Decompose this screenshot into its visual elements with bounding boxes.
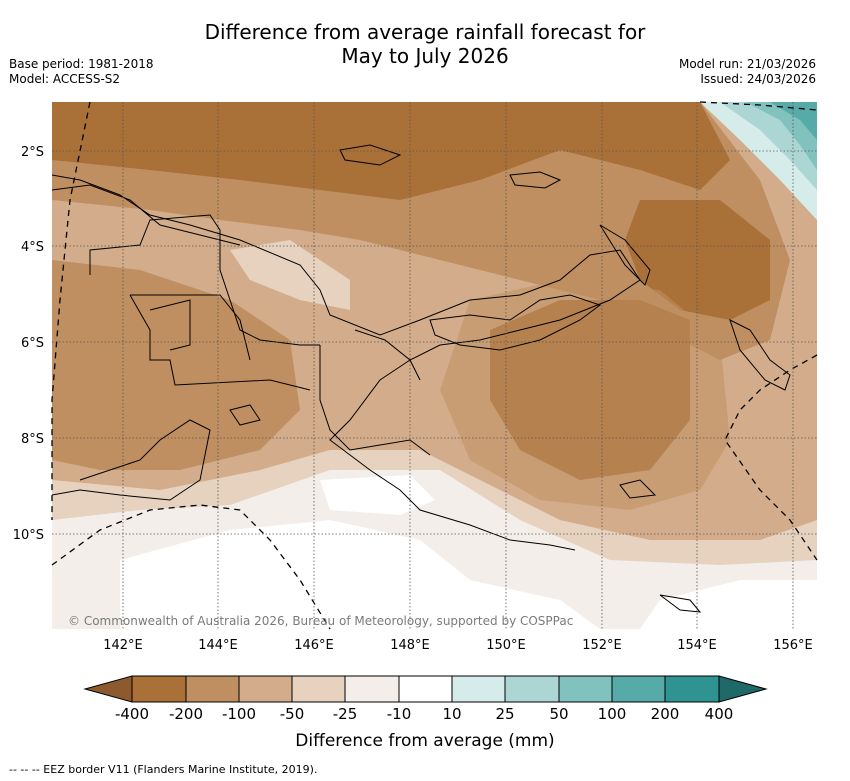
model-info: Base period: 1981-2018 Model: ACCESS-S2 xyxy=(9,57,154,87)
colorbar-swatch xyxy=(185,675,240,703)
graticule xyxy=(52,102,817,629)
province-borders xyxy=(89,214,431,456)
title-line-2: May to July 2026 xyxy=(341,44,509,68)
colorbar-tick: -400 xyxy=(114,705,150,723)
colorbar-tick: 200 xyxy=(650,705,680,723)
run-info: Model run: 21/03/2026 Issued: 24/03/2026 xyxy=(679,57,816,87)
lon-label: 146°E xyxy=(294,638,334,653)
copyright-notice: © Commonwealth of Australia 2026, Bureau… xyxy=(68,614,574,628)
lat-label: 6°S xyxy=(21,336,44,351)
colorbar-extend-low xyxy=(83,675,133,703)
colorbar-tick: -25 xyxy=(332,705,358,723)
colorbar-tick: 100 xyxy=(597,705,627,723)
colorbar-tick: -200 xyxy=(168,705,204,723)
colorbar-extend-high xyxy=(718,675,768,703)
colorbar xyxy=(83,675,768,703)
colorbar-swatch xyxy=(664,675,720,703)
title-line-1: Difference from average rainfall forecas… xyxy=(204,20,646,44)
colorbar-swatch xyxy=(611,675,666,703)
eez-footnote: -- -- -- EEZ border V11 (Flanders Marine… xyxy=(9,763,318,776)
eez-borders xyxy=(51,101,818,630)
colorbar-swatch xyxy=(131,675,187,703)
colorbar-swatch xyxy=(504,675,560,703)
colorbar-swatch xyxy=(344,675,400,703)
lon-label: 142°E xyxy=(103,638,143,653)
colorbar-tick: -100 xyxy=(221,705,257,723)
longitude-labels: 142°E 144°E 146°E 148°E 150°E 152°E 154°… xyxy=(103,638,813,653)
colorbar-swatch xyxy=(451,675,506,703)
model-run-date: Model run: 21/03/2026 xyxy=(678,57,816,71)
model-name: Model: ACCESS-S2 xyxy=(9,72,121,86)
colorbar-tick: 25 xyxy=(495,705,515,723)
lon-label: 150°E xyxy=(486,638,526,653)
colorbar-swatch xyxy=(238,675,293,703)
lat-label: 4°S xyxy=(21,240,44,255)
colorbar-swatch xyxy=(291,675,346,703)
colorbar-label: Difference from average (mm) xyxy=(295,731,555,751)
lon-label: 144°E xyxy=(198,638,238,653)
lat-label: 8°S xyxy=(21,432,44,447)
colorbar-swatch xyxy=(398,675,453,703)
coastlines xyxy=(52,144,791,613)
lon-label: 156°E xyxy=(773,638,813,653)
lon-label: 152°E xyxy=(582,638,622,653)
lon-label: 148°E xyxy=(390,638,430,653)
issued-date: Issued: 24/03/2026 xyxy=(700,72,816,86)
colorbar-tick: 10 xyxy=(442,705,462,723)
colorbar-swatch xyxy=(558,675,613,703)
colorbar-tick: 50 xyxy=(549,705,569,723)
latitude-labels: 2°S 4°S 6°S 8°S 10°S xyxy=(13,145,44,543)
rainfall-shading xyxy=(52,102,817,629)
colorbar-tick: -10 xyxy=(386,705,412,723)
lon-label: 154°E xyxy=(677,638,717,653)
lat-label: 10°S xyxy=(13,528,44,543)
base-period: Base period: 1981-2018 xyxy=(9,57,154,71)
colorbar-tick: -50 xyxy=(279,705,305,723)
lat-label: 2°S xyxy=(21,145,44,160)
map-title: Difference from average rainfall forecas… xyxy=(0,20,850,68)
colorbar-tick: 400 xyxy=(704,705,734,723)
